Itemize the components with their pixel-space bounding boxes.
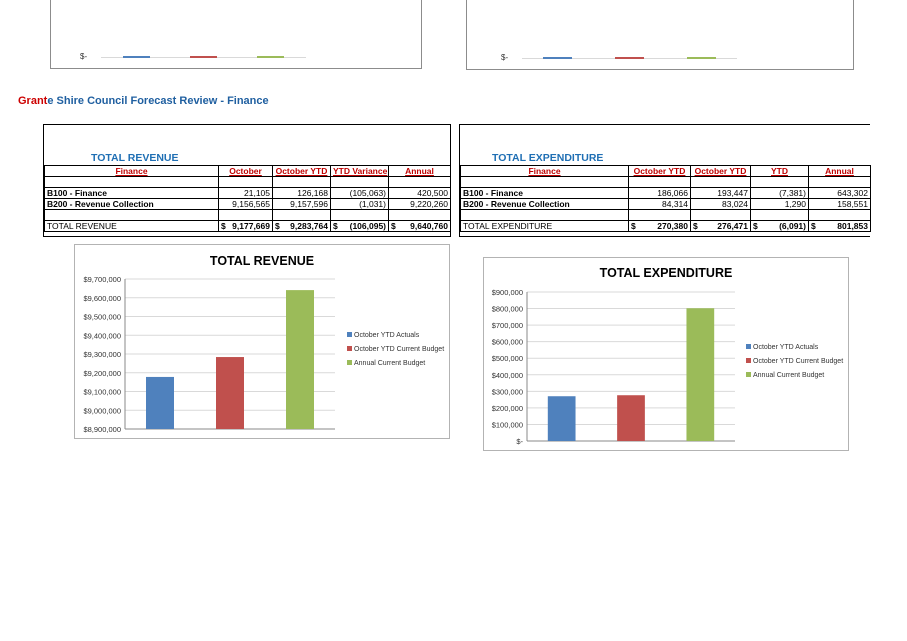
legend-label: Annual Current Budget [753,372,824,379]
table-row: B100 - Finance 186,066 193,447 (7,381) 6… [460,187,871,199]
expenditure-header-october-ytd: October YTD [628,165,691,177]
bar [146,376,174,429]
legend-swatch [746,344,751,349]
partial-axis-label: $- [80,52,88,61]
revenue-panel-title: TOTAL REVENUE [91,152,179,164]
expenditure-panel-title: TOTAL EXPENDITURE [492,152,604,164]
legend-label: October YTD Current Budget [753,358,843,365]
y-tick-label: $400,000 [492,371,523,380]
bar [286,290,314,429]
revenue-table: Finance October October YTD YTD Variance… [44,165,451,232]
legend-label: October YTD Current Budget [354,346,444,353]
y-tick-label: $900,000 [492,288,523,297]
table-total-row: TOTAL EXPENDITURE $270,380 $276,471 $ (6,… [460,220,871,232]
legend-label: October YTD Actuals [354,332,420,339]
y-tick-label: $200,000 [492,404,523,413]
y-tick-label: $9,500,000 [83,313,121,322]
y-tick-label: $9,600,000 [83,294,121,303]
page-title: Grante Shire Council Forecast Review - F… [18,95,269,107]
y-tick-label: $9,200,000 [83,369,121,378]
expenditure-chart-title: TOTAL EXPENDITURE [599,266,733,280]
partial-axis-label: $- [501,53,509,62]
expenditure-header-october-ytd-budget: October YTD [690,165,751,177]
partial-bar-actuals [123,56,150,58]
y-tick-label: $9,400,000 [83,331,121,340]
partial-bar-actuals [543,57,572,59]
partial-bar-current-budget [615,57,644,59]
legend-swatch [347,332,352,337]
y-tick-label: $9,300,000 [83,350,121,359]
expenditure-chart-plot: $- $100,000 $200,000 $300,000 $400,000 $500,0… [492,288,843,446]
expenditure-header-finance: Finance [460,165,629,177]
y-tick-label: $800,000 [492,305,523,314]
partial-chart-right: $- [466,0,854,70]
y-tick-label: $700,000 [492,321,523,330]
y-tick-label: $8,900,000 [83,425,121,434]
expenditure-panel: TOTAL EXPENDITURE Finance October YTD Oc… [459,124,871,237]
revenue-chart-plot: $8,900,000 $9,000,000 $9,100,000 $9,200,000… [83,275,444,434]
partial-chart-left: $- [50,0,422,69]
table-total-row: TOTAL REVENUE $9,177,669 $9,283,764 $ (10… [44,220,451,232]
legend-swatch [347,360,352,365]
legend-label: Annual Current Budget [354,360,425,367]
y-tick-label: $500,000 [492,354,523,363]
revenue-header-annual: Annual [388,165,451,177]
page-title-prefix: Grant [18,95,48,107]
bar [216,357,244,429]
expenditure-chart: TOTAL EXPENDITURE $- $100,000 $200,000 $300… [483,257,849,451]
table-row: B100 - Finance 21,105 126,168 (105,063) … [44,187,451,199]
legend-swatch [347,346,352,351]
bar [686,308,715,441]
revenue-header-october: October [218,165,273,177]
revenue-chart-title: TOTAL REVENUE [209,254,315,268]
legend-swatch [746,358,751,363]
y-tick-label: $- [516,437,523,446]
revenue-chart: TOTAL REVENUE $8,900,000 $9,000,000 $9,100… [74,244,450,439]
y-tick-label: $9,700,000 [83,275,121,284]
partial-bar-annual-budget [257,56,284,58]
expenditure-header-ytd: YTD [750,165,809,177]
y-tick-label: $300,000 [492,387,523,396]
partial-bar-current-budget [190,56,217,58]
legend-label: October YTD Actuals [753,344,819,351]
table-row: B200 - Revenue Collection 9,156,565 9,15… [44,198,451,210]
y-tick-label: $9,000,000 [83,406,121,415]
page-title-text: e Shire Council Forecast Review - Financ… [47,95,269,107]
bar [547,396,576,441]
y-tick-label: $9,100,000 [83,388,121,397]
y-tick-label: $600,000 [492,338,523,347]
bar [617,395,645,441]
table-row: B200 - Revenue Collection 84,314 83,024 … [460,198,871,210]
legend-swatch [746,372,751,377]
y-tick-label: $100,000 [492,420,523,429]
partial-bar-annual-budget [687,57,716,59]
revenue-panel: TOTAL REVENUE Finance October October YT… [43,124,451,237]
revenue-header-finance: Finance [44,165,219,177]
revenue-header-october-ytd: October YTD [272,165,331,177]
revenue-header-ytd-variance: YTD Variance [330,165,389,177]
expenditure-header-annual: Annual [808,165,871,177]
expenditure-table: Finance October YTD October YTD YTD Annu… [460,165,871,232]
